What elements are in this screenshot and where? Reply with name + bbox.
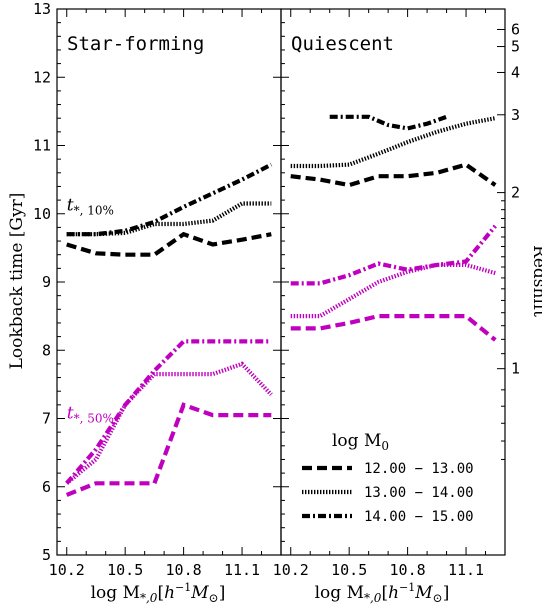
x-tick-label: 10.8 <box>166 561 202 579</box>
series-line-t50 <box>65 402 272 497</box>
series-line-t10 <box>290 162 497 188</box>
panel-frame-0 <box>56 8 282 556</box>
y-axis-label: Lookback time [Gyr] <box>7 193 27 370</box>
y-tick-label: 11 <box>33 137 51 155</box>
x-axis-label-right: log M*,0[h−1M⊙] <box>315 581 450 605</box>
series-annotation: t*, 10% <box>67 195 114 217</box>
x-tick-label: 11.1 <box>224 561 260 579</box>
y-tick-label: 13 <box>33 0 51 18</box>
left-panel: Star-forming t*, 10% t*, 50% <box>65 33 273 497</box>
series-line-t50 <box>65 361 273 485</box>
series-line-t50 <box>65 339 272 485</box>
x-tick-label: 10.5 <box>107 561 143 579</box>
y-tick-label: 10 <box>33 205 51 223</box>
y-tick-label: 6 <box>42 478 51 496</box>
redshift-tick-label: 1 <box>511 360 520 378</box>
x-axis-label-left-text: log M <box>91 583 140 603</box>
y-tick-label: 9 <box>42 273 51 291</box>
legend-entry: 12.00 − 13.00 <box>364 461 474 477</box>
redshift-tick-label: 2 <box>511 184 520 202</box>
series-line-t10 <box>66 162 273 237</box>
right-panel: Quiescent <box>290 33 497 342</box>
x-tick-label: 10.2 <box>273 561 309 579</box>
y-tick-label: 7 <box>42 410 51 428</box>
y-tick-label: 5 <box>42 546 51 564</box>
x-tick-label: 10.8 <box>390 561 426 579</box>
right-axis-label: Redshift <box>529 245 542 317</box>
panel-title: Star-forming <box>67 33 204 55</box>
redshift-tick-label: 3 <box>511 106 520 124</box>
x-axis-label-left: log M*,0[h−1M⊙] <box>91 581 226 605</box>
series-line-t10 <box>329 114 448 131</box>
legend-entry: 14.00 − 15.00 <box>364 509 474 525</box>
y-tick-label: 12 <box>33 68 51 86</box>
x-tick-label: 10.5 <box>331 561 367 579</box>
legend: log M0 12.00 − 13.00 13.00 − 14.00 14.00 − … <box>302 431 474 525</box>
redshift-tick-label: 5 <box>511 38 520 56</box>
legend-entry: 13.00 − 14.00 <box>364 485 474 501</box>
legend-title: log M0 <box>332 431 389 453</box>
series-line-t10 <box>66 231 272 257</box>
redshift-tick-label: 6 <box>511 20 520 38</box>
panel-title: Quiescent <box>291 33 394 55</box>
series-line-t10 <box>290 116 496 169</box>
series-line-t50 <box>290 314 497 342</box>
y-tick-label: 8 <box>42 341 51 359</box>
x-tick-label: 11.1 <box>448 561 484 579</box>
series-line-t50 <box>290 262 496 319</box>
redshift-tick-label: 4 <box>511 63 520 81</box>
x-axis-label-right-text: log M <box>315 583 364 603</box>
x-tick-label: 10.2 <box>49 561 85 579</box>
series-annotation: t*, 50% <box>67 404 114 426</box>
series-line-t50 <box>290 224 497 286</box>
